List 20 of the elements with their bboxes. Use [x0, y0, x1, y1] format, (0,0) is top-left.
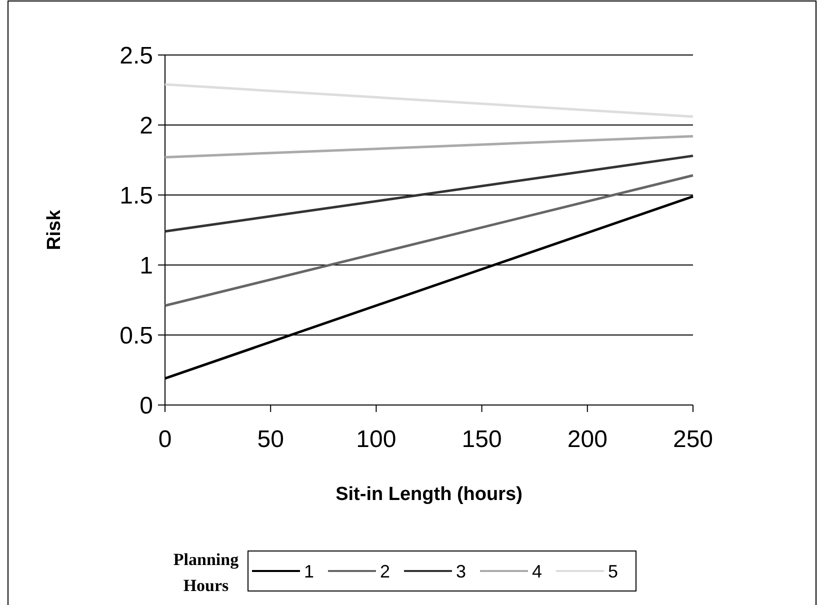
x-tick-label: 50	[257, 426, 284, 453]
y-tick-label: 0.5	[120, 322, 153, 350]
x-tick-label: 150	[462, 426, 502, 453]
legend-label: 3	[456, 561, 466, 582]
x-tick-label: 250	[672, 426, 714, 453]
legend-title: Planning Hours	[173, 550, 240, 595]
legend-label: 5	[608, 561, 618, 582]
y-tick-label: 1.5	[120, 182, 153, 210]
y-tick-label: 1	[140, 252, 153, 280]
x-tick-label: 100	[356, 426, 396, 453]
legend-label: 4	[532, 561, 542, 582]
legend-label: 2	[380, 561, 390, 582]
y-tick-label: 0	[140, 392, 153, 420]
x-tick-label: 200	[567, 426, 608, 453]
x-tick-label: 0	[158, 426, 172, 453]
y-tick-label: 2.5	[120, 42, 153, 70]
y-tick-label: 2	[140, 112, 153, 140]
legend-label: 1	[304, 561, 314, 582]
y-axis-title: Risk	[44, 210, 65, 250]
x-axis-title: Sit-in Length (hours)	[336, 484, 522, 505]
